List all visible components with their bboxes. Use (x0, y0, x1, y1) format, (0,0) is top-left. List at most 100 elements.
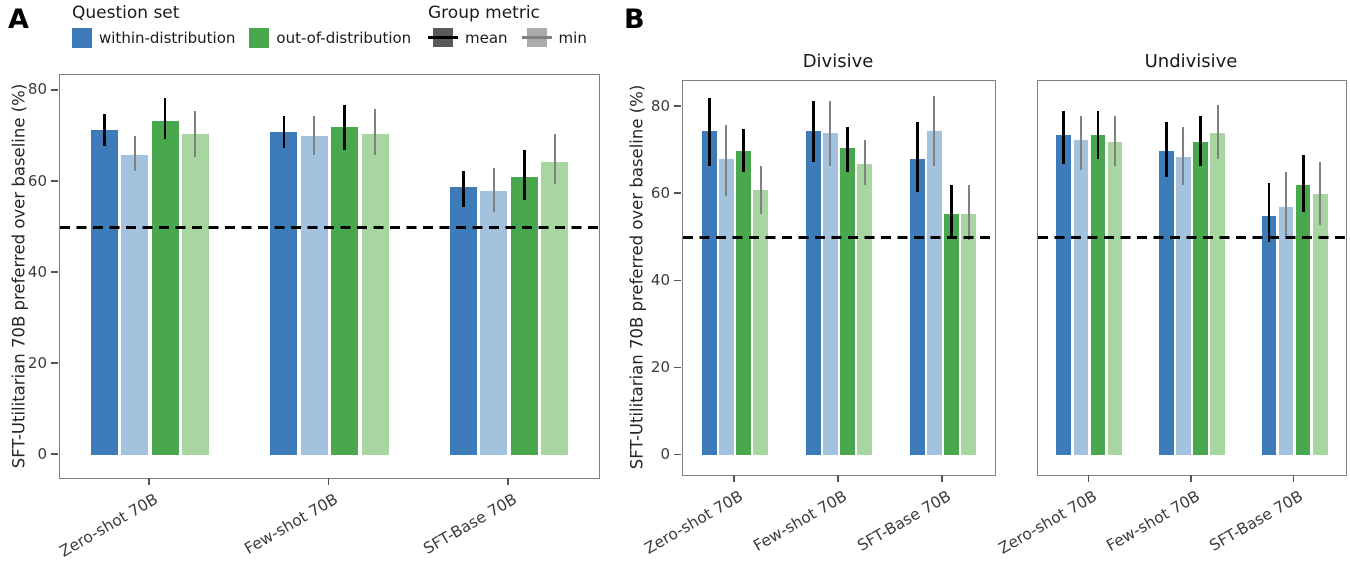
min-line (521, 36, 552, 39)
x-category-label: Zero-shot 70B (641, 487, 746, 558)
x-category-label: Zero-shot 70B (56, 490, 161, 561)
x-tick (941, 475, 943, 482)
y-tick-label: 0 (37, 444, 47, 463)
error-bar (725, 124, 728, 197)
error-bar (1285, 172, 1288, 236)
error-bar (492, 168, 495, 212)
x-category-anchor: Zero-shot 70B (56, 489, 262, 561)
error-bar (1113, 115, 1117, 166)
error-bar (829, 100, 832, 166)
y-tick (674, 105, 681, 107)
bar (121, 154, 149, 456)
bar (1159, 150, 1174, 456)
error-bar (1165, 122, 1168, 177)
legend-question-set-items: within-distribution out-of-distribution (72, 28, 411, 48)
bar (1261, 215, 1277, 456)
bar (1295, 185, 1311, 456)
y-tick (51, 362, 58, 364)
error-bar (1199, 115, 1202, 166)
x-tick (733, 475, 735, 482)
legend-item-label: min (558, 28, 587, 47)
legend-item-label: within-distribution (99, 29, 236, 47)
bar (702, 131, 717, 456)
x-category-anchor: SFT-Base 70B (421, 489, 616, 558)
error-bar (1267, 183, 1271, 243)
bar (1313, 194, 1328, 456)
legend-group-metric-title: Group metric (428, 3, 540, 23)
plot-panel-B-right (1037, 80, 1347, 476)
error-bar (133, 136, 136, 171)
min-swatch-icon (521, 28, 552, 47)
error-bar (863, 139, 866, 186)
bar (823, 133, 838, 456)
bar (1278, 207, 1294, 456)
bar (151, 120, 179, 456)
y-tick-label: 0 (660, 444, 670, 463)
error-bar (343, 104, 346, 151)
legend-item-min: min (521, 28, 587, 47)
legend-question-set: Question set within-distribution out-of-… (72, 3, 411, 48)
y-tick-label: 60 (27, 171, 47, 190)
error-bar (163, 97, 167, 139)
bar (181, 134, 209, 456)
plot-panel-B-left (682, 80, 996, 476)
bar (480, 191, 508, 456)
x-category-anchor: SFT-Base 70B (1206, 486, 1350, 555)
legend-group-metric: Group metric mean min (428, 3, 587, 47)
panel-title: Undivisive (1144, 51, 1238, 72)
y-tick (51, 271, 58, 273)
bar (1107, 141, 1123, 456)
bar (541, 161, 569, 456)
y-tick (51, 453, 58, 455)
error-bar (1301, 155, 1305, 212)
bar (331, 127, 359, 456)
bar (450, 186, 478, 456)
mean-swatch-icon (428, 28, 458, 47)
error-bar (933, 96, 936, 166)
y-tick-label: 20 (650, 357, 670, 376)
y-tick (51, 180, 58, 182)
error-bar (967, 185, 970, 240)
y-tick-label: 80 (27, 80, 47, 99)
x-category-anchor: SFT-Base 70B (854, 486, 1050, 555)
x-tick (507, 478, 509, 485)
x-tick (1190, 475, 1192, 482)
mean-line (428, 36, 458, 39)
bar (857, 163, 872, 456)
panel-b-label: B (624, 4, 645, 35)
error-bar (1096, 111, 1100, 160)
bar (910, 159, 925, 456)
legend-group-metric-items: mean min (428, 28, 587, 47)
error-bar (1216, 104, 1219, 160)
y-tick (51, 89, 58, 91)
error-bar (194, 111, 197, 157)
y-tick-label: 80 (650, 96, 670, 115)
error-bar (523, 150, 526, 201)
bar (840, 148, 855, 456)
error-bar (708, 98, 711, 166)
out-of-distribution-swatch-icon (249, 28, 270, 48)
legend-item-out-of-distribution: out-of-distribution (249, 28, 411, 48)
bar (1056, 135, 1071, 456)
bar (361, 134, 389, 456)
error-bar (1319, 161, 1322, 225)
bar (1193, 141, 1208, 456)
error-bar (846, 126, 849, 173)
bar (961, 213, 976, 456)
y-tick-label: 40 (650, 270, 670, 289)
x-tick (1292, 475, 1295, 482)
y-tick (674, 366, 681, 369)
error-bar (282, 115, 286, 148)
error-bar (916, 122, 919, 192)
y-tick-label: 40 (27, 262, 47, 281)
legend-item-mean: mean (428, 28, 508, 47)
bar (300, 136, 328, 456)
error-bar (1079, 115, 1082, 171)
reference-line-50 (1038, 236, 1346, 240)
legend-item-label: mean (465, 28, 508, 47)
y-tick (674, 453, 681, 456)
legend-item-label: out-of-distribution (276, 29, 412, 47)
error-bar (102, 113, 106, 146)
bar (510, 177, 538, 456)
